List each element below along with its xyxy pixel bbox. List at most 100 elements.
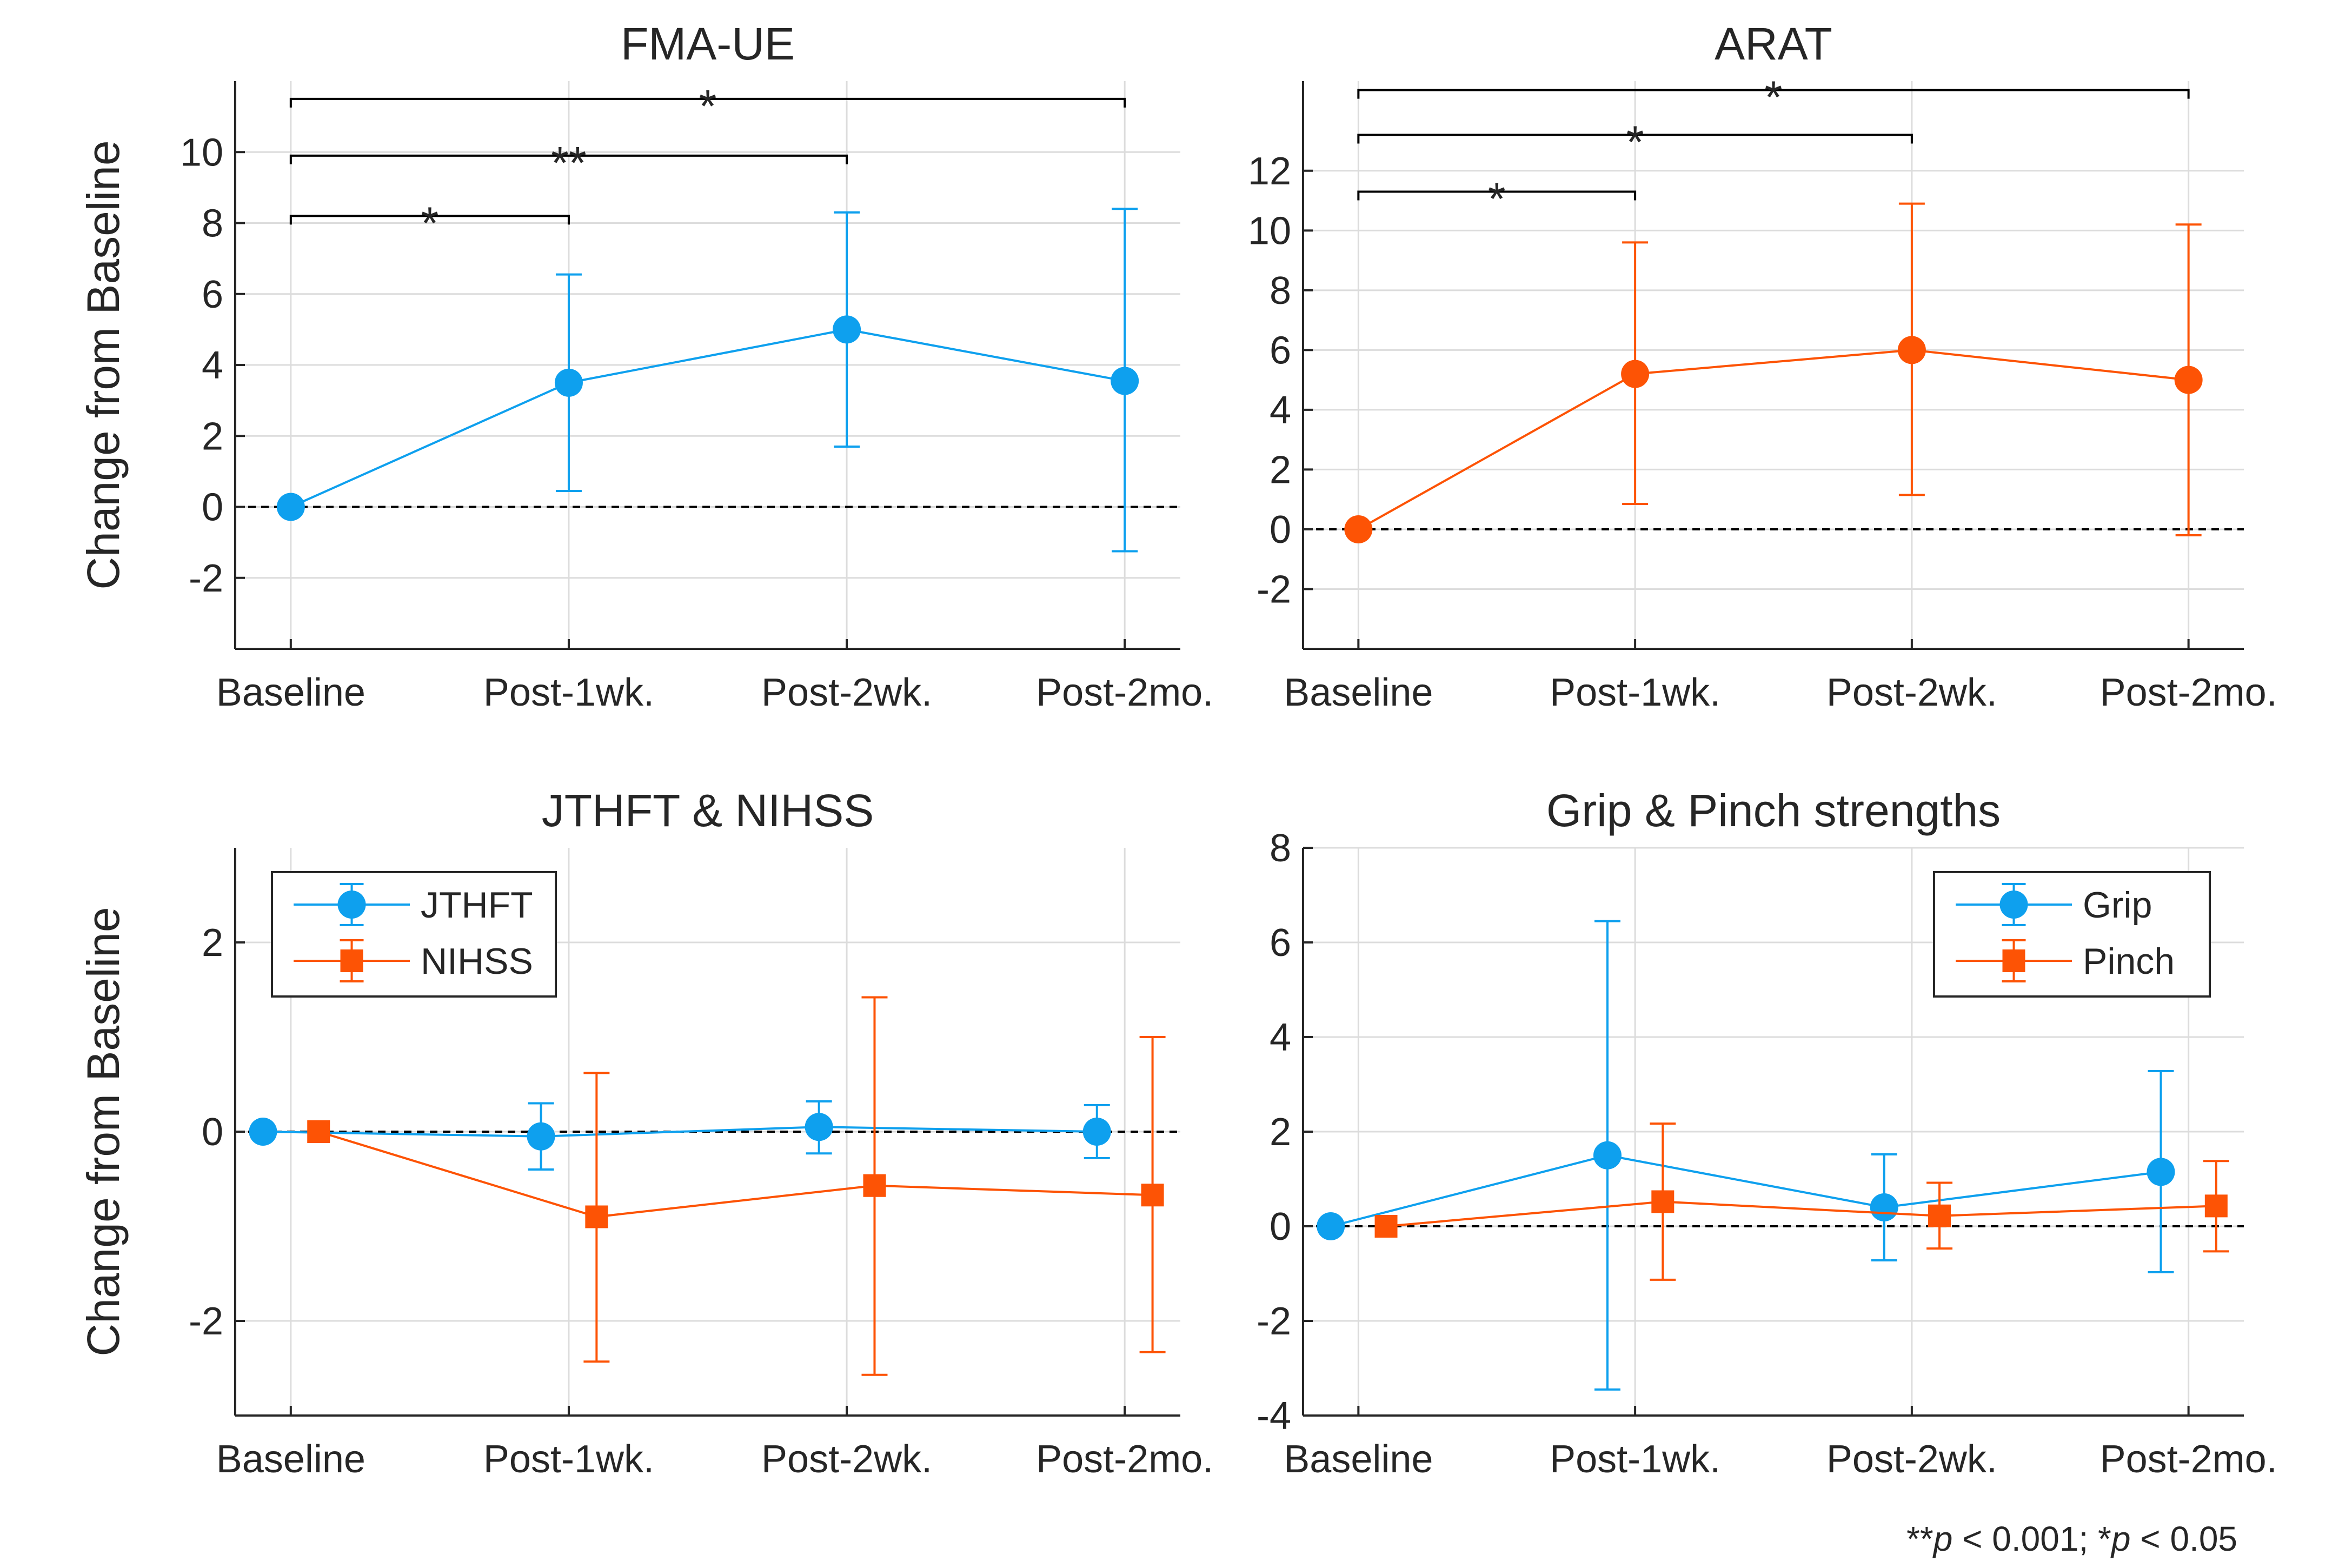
x-tick-label: Baseline (1284, 671, 1433, 714)
data-point (863, 1174, 886, 1197)
series-line (290, 328, 1125, 508)
y-tick-label: 4 (202, 344, 223, 387)
x-tick-label: Post-2wk. (1826, 671, 1997, 714)
y-tick-label: 0 (202, 486, 223, 529)
panel-grip-pinch: -4 -2 0 2 4 6 8 Baseline Post-1wk. Post-2wk. Post-… (1257, 785, 2277, 1481)
data-point (1082, 1118, 1111, 1146)
significance-label: ** (551, 137, 586, 188)
x-tick-label: Post-1wk. (483, 671, 654, 714)
series-line (1330, 1154, 2161, 1227)
significance-bracket (289, 215, 570, 225)
y-tick-label: -2 (1257, 1300, 1291, 1343)
data-point (1870, 1193, 1898, 1221)
data-point (249, 1118, 277, 1146)
data-point (1897, 336, 1926, 364)
significance-label: * (1626, 116, 1644, 167)
data-point (2174, 366, 2203, 394)
significance-bracket (1357, 134, 1913, 144)
y-tick-label: 4 (1270, 1016, 1291, 1059)
x-tick-label: Baseline (216, 1438, 366, 1481)
data-point (2147, 1158, 2175, 1186)
data-point (585, 1205, 608, 1228)
data-point (1928, 1204, 1951, 1227)
y-tick-label: 2 (1270, 1111, 1291, 1154)
y-tick-label: 0 (1270, 1205, 1291, 1248)
data-point (527, 1122, 555, 1151)
y-tick-label: 2 (202, 415, 223, 458)
x-tick-label: Post-1wk. (483, 1438, 654, 1481)
legend-marker (2002, 949, 2025, 972)
y-tick-label: -2 (189, 1300, 223, 1343)
significance-bracket (289, 97, 1126, 108)
y-tick-label: 2 (1270, 448, 1291, 491)
panel-arat: -2 0 2 4 6 8 10 12 Baseline Post-1wk. Post-2wk. Pos… (1248, 18, 2277, 714)
chart-title: Grip & Pinch strengths (1546, 785, 2001, 836)
panel-fma-ue: -2 0 2 4 6 8 10 Baseline Post-1wk. Post-2wk. Post-… (78, 18, 1213, 714)
y-tick-label: 8 (202, 202, 223, 245)
data-point (1374, 1215, 1398, 1238)
data-point (307, 1120, 330, 1143)
footnote-p-values: **p < 0.001; *p < 0.05 (1906, 1519, 2237, 1558)
x-tick-label: Baseline (1284, 1438, 1433, 1481)
data-point (833, 315, 861, 344)
chart-title: ARAT (1715, 18, 1832, 69)
y-tick-label: -2 (1257, 568, 1291, 611)
significance-label: * (699, 81, 717, 131)
y-tick-label: 6 (1270, 329, 1291, 372)
y-tick-label: -2 (189, 557, 223, 600)
legend-marker (337, 891, 366, 919)
y-tick-label: 6 (202, 273, 223, 316)
data-point (805, 1113, 833, 1141)
y-tick-label: 10 (1248, 209, 1291, 253)
data-point (1344, 515, 1373, 543)
significance-label: * (1765, 72, 1783, 123)
x-tick-label: Post-1wk. (1550, 1438, 1720, 1481)
x-tick-label: Post-2mo. (2100, 671, 2277, 714)
y-axis-label: Change from Baseline (78, 140, 129, 589)
data-point (1317, 1212, 1345, 1240)
legend-label: NIHSS (421, 941, 533, 982)
x-tick-label: Post-2wk. (1826, 1438, 1997, 1481)
y-tick-label: 4 (1270, 389, 1291, 432)
legend-box (1933, 871, 2211, 998)
series-line (1358, 349, 2189, 530)
legend-label: Grip (2083, 885, 2152, 926)
data-point (1111, 367, 1139, 395)
y-tick-label: 6 (1270, 921, 1291, 965)
y-tick-label: 0 (202, 1111, 223, 1154)
significance-bracket (1357, 190, 1637, 201)
significance-bracket (289, 154, 848, 164)
y-tick-label: 8 (1270, 269, 1291, 313)
panel-jthft-nihss: -2 0 2 Baseline Post-1wk. Post-2wk. Post-2mo. J… (78, 785, 1213, 1481)
data-point (276, 493, 305, 521)
x-tick-label: Post-2mo. (1036, 671, 1213, 714)
y-tick-label: 12 (1248, 150, 1291, 193)
data-point (2204, 1194, 2228, 1218)
series-line (318, 1131, 1153, 1218)
significance-label: * (1488, 173, 1506, 224)
significance-label: * (421, 197, 439, 248)
y-tick-label: 8 (1270, 827, 1291, 870)
legend-marker (340, 949, 363, 972)
chart-title: JTHFT & NIHSS (542, 785, 874, 836)
y-tick-label: 0 (1270, 508, 1291, 552)
x-tick-label: Post-2wk. (761, 1438, 932, 1481)
series-line (263, 1126, 1097, 1138)
data-point (1621, 360, 1650, 388)
x-tick-label: Post-2wk. (761, 671, 932, 714)
x-tick-label: Post-1wk. (1550, 671, 1720, 714)
legend-box (271, 871, 557, 998)
legend-label: Pinch (2083, 941, 2175, 982)
data-point (1141, 1184, 1164, 1207)
chart-title: FMA-UE (621, 18, 795, 69)
data-point (1593, 1141, 1622, 1170)
y-tick-label: -4 (1257, 1394, 1291, 1438)
data-point (554, 368, 583, 397)
y-tick-label: 2 (202, 921, 223, 965)
y-tick-label: 10 (180, 131, 223, 174)
x-tick-label: Post-2mo. (1036, 1438, 1213, 1481)
legend-marker (1999, 891, 2028, 919)
significance-bracket (1357, 89, 2190, 99)
x-tick-label: Baseline (216, 671, 366, 714)
legend-label: JTHFT (421, 885, 533, 926)
